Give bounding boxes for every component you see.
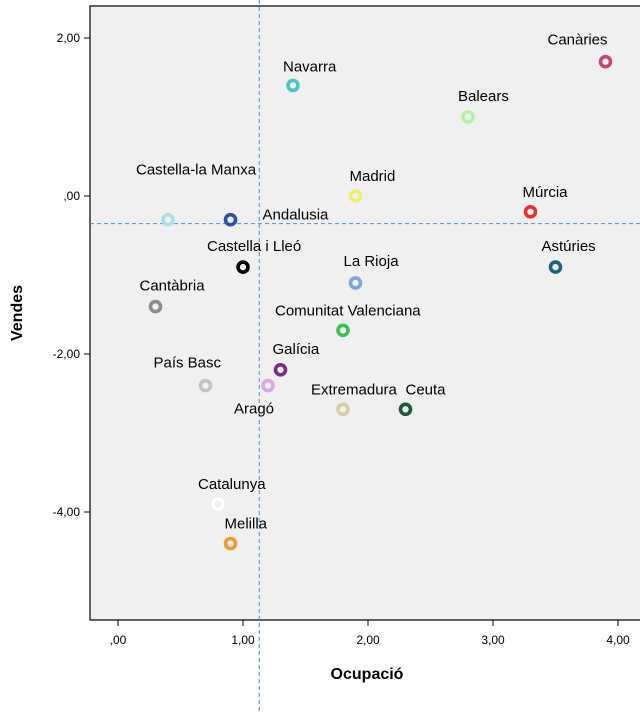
data-point bbox=[598, 54, 613, 69]
data-point bbox=[348, 189, 363, 203]
plot-area-group: ,00 1,00 2,00 3,00 4,00 2,00 ,00 -2,00 -4,00 Canà… bbox=[53, 0, 640, 713]
x-tick-label: 1,00 bbox=[231, 633, 255, 647]
data-point bbox=[461, 110, 475, 124]
x-tick-label: 2,00 bbox=[356, 633, 380, 647]
point-label: Castella i Lleó bbox=[207, 238, 301, 255]
point-label: País Basc bbox=[154, 355, 222, 372]
point-label: Melilla bbox=[225, 516, 268, 533]
point-label: Múrcia bbox=[523, 184, 569, 201]
data-point bbox=[198, 378, 213, 393]
point-label: Cantàbria bbox=[140, 278, 206, 295]
data-point bbox=[548, 260, 563, 274]
point-label: Balears bbox=[458, 88, 509, 105]
data-point bbox=[148, 299, 163, 314]
plot-area bbox=[89, 5, 640, 621]
data-point bbox=[223, 212, 238, 227]
data-point bbox=[211, 497, 225, 511]
data-point bbox=[398, 402, 413, 417]
data-point bbox=[348, 276, 363, 290]
data-point bbox=[261, 378, 275, 393]
point-label: La Rioja bbox=[344, 253, 400, 270]
point-label: Ceuta bbox=[406, 381, 447, 398]
x-tick-label: 3,00 bbox=[481, 633, 505, 647]
data-point bbox=[523, 205, 538, 219]
y-tick-label: 2,00 bbox=[57, 31, 81, 45]
point-label: Castella-la Manxa bbox=[136, 162, 257, 179]
point-label: Extremadura bbox=[311, 381, 398, 398]
y-axis-title: Vendes bbox=[9, 285, 26, 341]
point-label: Navarra bbox=[283, 58, 337, 75]
data-point bbox=[223, 536, 238, 551]
x-tick-label: 4,00 bbox=[606, 633, 630, 647]
point-label: Galícia bbox=[273, 341, 320, 358]
point-label: Canàries bbox=[548, 32, 608, 49]
x-axis-title: Ocupació bbox=[331, 666, 404, 683]
point-label: Catalunya bbox=[198, 476, 266, 493]
point-label: Aragó bbox=[234, 401, 274, 418]
y-tick-label: ,00 bbox=[63, 189, 80, 203]
point-label: Comunitat Valenciana bbox=[275, 302, 421, 319]
point-label: Astúries bbox=[542, 238, 596, 255]
point-label: Andalusia bbox=[263, 207, 330, 224]
data-point bbox=[273, 362, 288, 377]
point-label: Madrid bbox=[350, 168, 396, 185]
x-tick-label: ,00 bbox=[110, 633, 127, 647]
data-point bbox=[286, 78, 300, 93]
data-point bbox=[336, 323, 350, 338]
data-point bbox=[336, 402, 350, 417]
data-point bbox=[161, 212, 175, 227]
data-point bbox=[236, 260, 250, 274]
y-tick-label: -4,00 bbox=[53, 505, 81, 519]
y-tick-label: -2,00 bbox=[53, 347, 81, 361]
